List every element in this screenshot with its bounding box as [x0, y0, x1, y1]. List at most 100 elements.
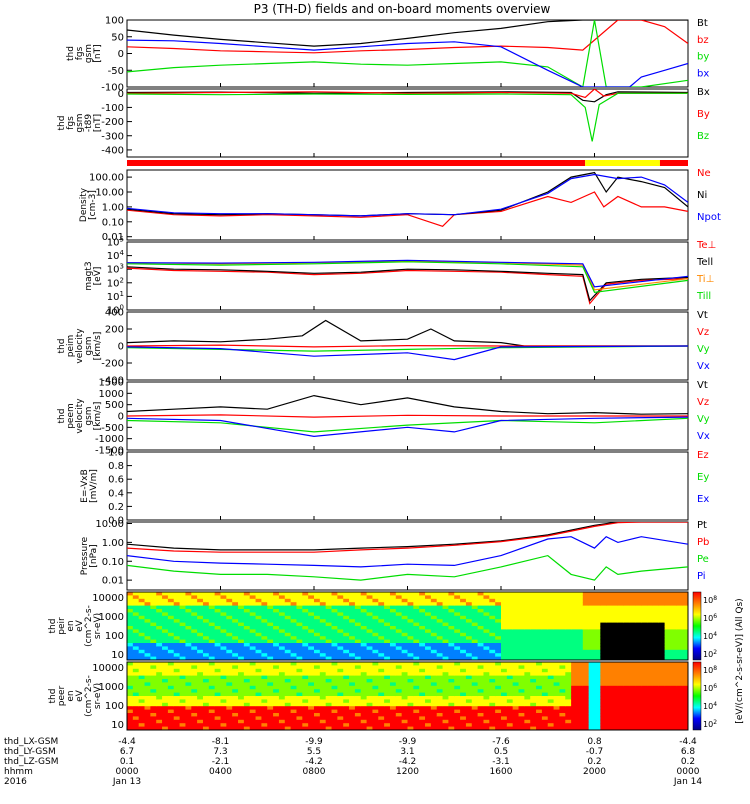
peer-spectrogram-cell — [576, 716, 584, 721]
peir-spectrogram-cell — [477, 656, 484, 660]
peer-spectrogram-cell — [220, 672, 227, 677]
peir-spectrogram-cell — [389, 605, 397, 610]
peer-spectrogram-cell — [167, 665, 175, 670]
peer-spectrogram-cell — [232, 685, 239, 690]
peer-spectrogram-cell — [296, 692, 303, 697]
peir-spectrogram-cell — [389, 626, 397, 630]
peir-spectrogram-cell — [588, 639, 595, 644]
peir-spectrogram-cell — [267, 636, 274, 641]
peir-spectrogram-cell — [267, 626, 274, 630]
peir-spectrogram-cell — [255, 636, 262, 641]
peer-spectrogram-cell — [267, 682, 274, 687]
peir-spectrogram-cell — [495, 656, 502, 660]
peir-spectrogram-cell — [162, 656, 169, 660]
peir-spectrogram-cell — [448, 612, 455, 617]
peer-spectrogram-cell — [208, 689, 216, 694]
peer-spectrogram-cell — [314, 682, 321, 687]
peer-spectrogram-cell — [278, 679, 286, 683]
peir-spectrogram-cell — [612, 629, 619, 634]
peir-spectrogram-cell — [290, 632, 297, 637]
peir-spectrogram-cell — [366, 626, 373, 630]
peer-spectrogram-cell — [460, 709, 467, 714]
peer-spectrogram-cell — [202, 668, 210, 673]
peir-spectrogram-cell — [442, 605, 449, 610]
peir-spectrogram-cell — [273, 605, 280, 610]
peer-spectrogram-cell — [501, 672, 508, 677]
peir-spectrogram-cell — [261, 629, 268, 634]
peir-spectrogram-cell — [191, 643, 198, 647]
peir-spectrogram-cell — [278, 629, 286, 634]
peir-spectrogram-cell — [471, 622, 479, 627]
peir-spectrogram-cell — [156, 622, 163, 627]
pressure-legend-Pe: Pe — [697, 554, 709, 565]
peer-spectrogram-cell — [214, 716, 221, 721]
peer-spectrogram-cell — [214, 685, 221, 690]
peer-spectrogram-cell — [641, 679, 648, 683]
peer-spectrogram-cell — [629, 692, 636, 697]
peer-spectrogram-cell — [173, 682, 181, 687]
peer-spectrogram-cell — [647, 682, 654, 687]
peer-spectrogram-cell — [132, 685, 140, 690]
peer-spectrogram-cell — [354, 726, 362, 730]
peer-spectrogram-cell — [629, 716, 636, 721]
peir-spectrogram-cell — [331, 622, 338, 627]
peir-spectrogram-cell — [366, 595, 373, 600]
peer-spectrogram-cell — [389, 679, 397, 683]
peer-spectrogram-cell — [296, 679, 303, 683]
peir-spectrogram-cell — [559, 653, 566, 658]
peer-spectrogram-cell — [530, 679, 537, 683]
peer-spectrogram-cell — [220, 682, 227, 687]
peer-spectrogram-cell — [664, 713, 671, 717]
peir-spectrogram-cell — [454, 646, 461, 651]
peer-spectrogram-cell — [267, 696, 274, 700]
peer-spectrogram-cell — [167, 702, 175, 707]
peer-spectrogram-cell — [477, 713, 484, 717]
fgs_dev-ytick-label-4: -400 — [101, 145, 124, 156]
peer-spectrogram-cell — [185, 662, 192, 666]
peir-spectrogram-cell — [541, 598, 549, 603]
peer-spectrogram-cell — [150, 719, 157, 724]
peir-spectrogram-cell — [606, 649, 613, 654]
peer-spectrogram-cell — [647, 719, 654, 724]
peir-spectrogram-cell — [349, 592, 356, 596]
peer-spectrogram-cell — [319, 668, 327, 673]
peir-spectrogram-cell — [401, 656, 408, 660]
peer-spectrogram-cell — [167, 699, 175, 704]
peer-spectrogram-cell — [127, 723, 134, 728]
peir-spectrogram-cell — [612, 626, 619, 630]
peer-spectrogram-cell — [465, 726, 473, 730]
peer-spectrogram-cell — [658, 719, 666, 724]
peer-spectrogram-cell — [465, 685, 473, 690]
peer-spectrogram-cell — [232, 679, 239, 683]
peir-spectrogram-cell — [302, 646, 309, 651]
peir-spectrogram-cell — [565, 609, 572, 613]
peir-spectrogram-cell — [465, 636, 473, 641]
peir-spectrogram-cell — [530, 632, 537, 637]
peer-spectrogram-cell — [226, 702, 233, 707]
peer-spectrogram-cell — [407, 723, 414, 728]
peir-spectrogram-cell — [366, 629, 373, 634]
peer-spectrogram-cell — [214, 662, 221, 666]
peir-spectrogram-cell — [635, 612, 642, 617]
peir-spectrogram-cell — [635, 622, 642, 627]
peir-spectrogram-cell — [249, 646, 257, 651]
peir-spectrogram-cell — [425, 632, 432, 637]
peir-spectrogram-cell — [471, 656, 479, 660]
peir-spectrogram-cell — [202, 592, 210, 596]
peer-spectrogram-cell — [617, 696, 625, 700]
peir-spectrogram-cell — [325, 595, 333, 600]
peer-spectrogram-cell — [541, 716, 549, 721]
peer-spectrogram-cell — [501, 685, 508, 690]
peir-spectrogram-cell — [191, 632, 198, 637]
peir-spectrogram-cell — [389, 592, 397, 596]
peer-spectrogram-cell — [483, 696, 490, 700]
peer-spectrogram-cell — [208, 713, 216, 717]
peer-spectrogram-cell — [173, 699, 181, 704]
peir-spectrogram-cell — [284, 615, 292, 620]
peer-spectrogram-cell — [372, 689, 379, 694]
peer-spectrogram-cell — [179, 662, 186, 666]
peir-spectrogram-cell — [226, 622, 233, 627]
peer-spectrogram-cell — [617, 692, 625, 697]
peir-spectrogram-cell — [401, 649, 408, 654]
peer-spectrogram-cell — [413, 723, 420, 728]
